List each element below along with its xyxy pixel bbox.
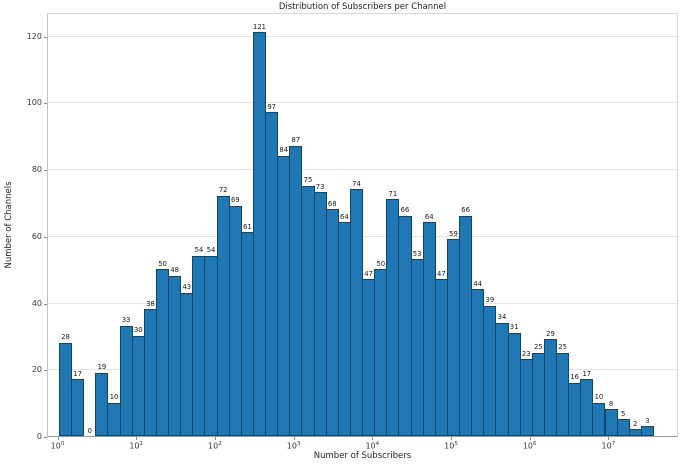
bar-value-label: 3: [645, 416, 650, 425]
y-gridline: [48, 169, 677, 170]
bar-value-label: 54: [194, 246, 204, 255]
bar-value-label: 47: [364, 269, 373, 278]
x-tick-mark: [293, 437, 295, 440]
bar-value-label: 73: [315, 182, 325, 191]
x-tick-label: 100: [50, 441, 65, 451]
bar-value-label: 84: [279, 146, 289, 155]
bar-value-label: 75: [303, 176, 313, 185]
bar-value-label: 97: [267, 102, 276, 111]
y-tick-label: 80: [31, 165, 42, 174]
bar-value-label: 54: [206, 246, 216, 255]
bar-value-label: 2: [633, 419, 638, 428]
bar-value-label: 66: [400, 206, 410, 215]
bar-value-label: 23: [521, 349, 531, 358]
y-axis-label: Number of Channels: [4, 181, 14, 269]
bar-value-label: 17: [582, 369, 592, 378]
bar-value-label: 44: [473, 279, 483, 288]
y-tick-mark: [44, 303, 47, 305]
bar-value-label: 68: [327, 199, 337, 208]
bar-value-label: 8: [608, 399, 614, 408]
y-tick-mark: [44, 36, 47, 38]
bar-value-label: 69: [230, 196, 240, 205]
bar-value-label: 16: [570, 373, 580, 382]
bar-value-label: 61: [243, 222, 252, 231]
bar-value-label: 64: [424, 212, 434, 221]
bar-value-label: 50: [376, 259, 386, 268]
x-tick-mark: [372, 437, 374, 440]
bar-value-label: 28: [61, 333, 70, 342]
bar-value-label: 25: [534, 343, 543, 352]
bar-value-label: 39: [485, 296, 495, 305]
chart-title: Distribution of Subscribers per Channel: [278, 2, 447, 12]
y-gridline: [48, 102, 677, 104]
histogram-bar: [71, 379, 85, 436]
x-tick-label: 105: [444, 441, 458, 451]
bar-value-label: 64: [340, 212, 349, 221]
x-tick-label: 103: [286, 441, 301, 451]
bar-value-label: 121: [253, 22, 267, 31]
y-tick-label: 100: [26, 98, 42, 108]
y-tick-label: 60: [31, 231, 42, 241]
x-tick-label: 102: [208, 441, 222, 451]
bar-value-label: 48: [170, 266, 179, 275]
bar-value-label: 5: [621, 409, 626, 418]
bar-value-label: 47: [437, 269, 446, 278]
x-tick-label: 104: [365, 441, 380, 451]
bar-value-label: 53: [412, 249, 422, 258]
bar-value-label: 74: [352, 179, 361, 188]
x-tick-label: 101: [129, 441, 144, 451]
bar-value-label: 31: [509, 323, 519, 332]
bar-value-label: 50: [158, 259, 167, 268]
bar-value-label: 33: [121, 316, 131, 325]
bar-value-label: 0: [87, 426, 92, 435]
y-tick-mark: [44, 370, 47, 372]
y-tick-mark: [44, 103, 47, 105]
x-tick-mark: [136, 437, 138, 440]
plot-area: 28 17 0 19 10 33 30 38 50 48 43 54 54 72 69 61 121 97 84 87…: [47, 13, 678, 437]
histogram-bar: [616, 419, 630, 436]
x-tick-label: 106: [522, 441, 537, 451]
bar-value-label: 25: [558, 343, 567, 352]
x-tick-mark: [57, 437, 59, 440]
bar-value-label: 43: [182, 283, 192, 291]
x-tick-mark: [214, 437, 216, 440]
bar-value-label: 19: [97, 363, 107, 372]
x-tick-label: 107: [601, 441, 616, 451]
bar-value-label: 38: [146, 299, 155, 308]
y-tick-mark: [44, 236, 47, 238]
bar-value-label: 10: [109, 393, 119, 402]
bar-value-label: 71: [388, 189, 398, 198]
bar-value-label: 29: [546, 329, 555, 338]
x-axis-label: Number of Subscribers: [313, 451, 412, 461]
y-tick-label: 20: [31, 365, 42, 375]
bar-value-label: 59: [449, 229, 458, 238]
bar-value-label: 10: [594, 393, 604, 402]
histogram-bar: [640, 426, 654, 436]
y-gridline: [48, 35, 677, 37]
bar-value-label: 17: [73, 369, 82, 378]
bar-value-label: 66: [461, 206, 470, 215]
y-tick-label: 40: [31, 298, 42, 308]
y-tick-label: 120: [26, 31, 42, 41]
y-tick-label: 0: [36, 432, 42, 441]
bar-value-label: 34: [497, 313, 507, 322]
y-tick-mark: [44, 170, 47, 171]
x-tick-mark: [608, 437, 610, 440]
bar-value-label: 87: [291, 136, 301, 145]
y-tick-mark: [44, 437, 47, 438]
x-tick-mark: [529, 437, 531, 440]
bar-value-label: 72: [218, 186, 228, 195]
x-tick-mark: [451, 437, 452, 440]
bar-value-label: 30: [133, 326, 143, 335]
